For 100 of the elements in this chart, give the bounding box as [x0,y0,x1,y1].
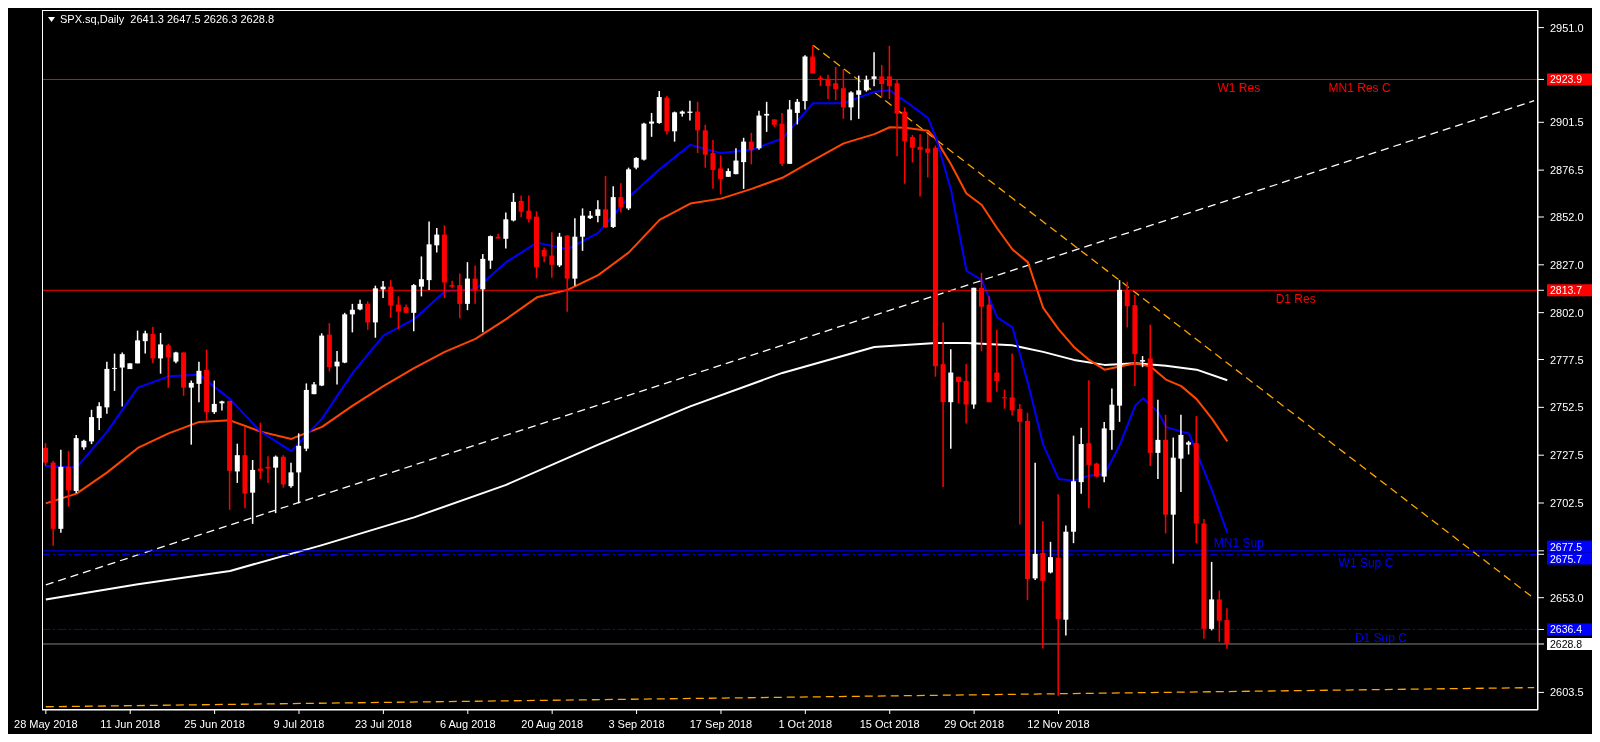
candlestick [733,147,739,175]
x-tick-label: 29 Oct 2018 [944,718,1005,730]
y-tick-label: 2653.0 [1550,591,1584,604]
candlestick [434,227,440,254]
y-tick-label: 2727.5 [1550,449,1584,462]
y-tick-label: 2802.0 [1550,306,1584,319]
candlestick [917,133,923,198]
candlestick [43,442,48,467]
candlestick [718,154,724,196]
candlestick [273,454,279,514]
candlestick [1009,352,1015,417]
candlestick [395,295,401,330]
y-tick-label: 2777.5 [1550,353,1584,366]
candlestick [1001,388,1007,410]
x-tick-label: 11 Jun 2018 [100,718,161,730]
y-tick-label: 2876.5 [1550,164,1584,177]
x-tick-label: 6 Aug 2018 [439,718,496,730]
ref-line-label: W1 Sup C [1338,556,1394,571]
candlestick [710,139,716,190]
candlestick [618,182,624,214]
candlestick [549,231,555,279]
candlestick [158,332,164,375]
candlestick [112,352,118,392]
y-tick-label: 2901.5 [1550,116,1584,129]
candlestick [848,90,854,121]
candlestick [603,175,609,229]
candlestick [1178,414,1184,493]
x-tick-label: 1 Oct 2018 [778,718,833,730]
candlestick [219,400,225,412]
candlestick [1155,398,1161,480]
candlestick [265,455,271,484]
candlestick [96,401,102,431]
candlestick [925,133,931,179]
candlestick [1086,379,1092,509]
y-tick-label: 2752.5 [1550,401,1584,414]
y-tick-label: 2923.9 [1550,73,1583,86]
ref-line-label: D1 Res [1275,292,1316,307]
candlestick [142,329,148,355]
candlestick [66,450,72,508]
candlestick [963,363,969,425]
candlestick [526,194,532,224]
candlestick [418,255,424,298]
chart-title: SPX.sq,Daily 2641.3 2647.5 2626.3 2628.8 [60,13,275,25]
x-tick-label: 17 Sep 2018 [689,718,753,730]
y-tick-label: 2827.0 [1550,258,1584,271]
candlestick [695,101,701,154]
candlestick [365,300,371,331]
y-tick-label: 2636.4 [1550,623,1583,636]
candlestick [794,98,800,126]
candlestick [649,112,655,138]
ref-line-label: MN1 Sup [1213,535,1265,550]
candlestick [503,211,509,250]
y-tick-label: 2628.8 [1550,638,1583,650]
candlestick [211,379,217,415]
candlestick [1048,541,1054,575]
candlestick [741,137,747,190]
candlestick [580,207,586,252]
x-tick-label: 28 May 2018 [14,718,78,730]
x-tick-label: 25 Jun 2018 [184,718,245,730]
y-tick-label: 2675.7 [1550,552,1583,565]
y-tick-label: 2702.5 [1550,497,1584,509]
candlestick [288,461,294,489]
candlestick [119,351,125,408]
x-tick-label: 23 Jul 2018 [354,718,412,730]
candlestick [595,199,601,224]
x-tick-label: 15 Oct 2018 [859,718,920,730]
ref-line-label: W1 Res [1217,81,1261,96]
y-tick-label: 2813.7 [1550,284,1583,297]
y-tick-label: 2677.5 [1550,540,1583,553]
x-tick-label: 20 Aug 2018 [521,718,584,730]
x-tick-label: 9 Jul 2018 [273,718,325,730]
x-tick-label: 12 Nov 2018 [1027,718,1090,730]
annotation: MN1 Res C [1328,81,1391,96]
candlestick [871,51,877,87]
candlestick [955,375,961,404]
y-tick-label: 2951.0 [1550,21,1584,34]
candlestick [1216,589,1222,643]
candlestick [518,194,524,218]
candlestick [135,329,141,365]
candlestick [994,329,1000,393]
candlestick [196,360,202,404]
candlestick [165,342,171,389]
candlestick [510,192,516,223]
y-tick-label: 2603.5 [1550,686,1584,699]
y-tick-label: 2852.0 [1550,211,1584,223]
candlestick [1017,403,1023,526]
candlestick [1224,607,1230,650]
x-tick-label: 3 Sep 2018 [608,718,665,730]
candlestick [909,134,915,164]
candlestick [672,110,678,143]
candlestick [250,459,256,525]
candlestick [856,74,862,120]
candlestick [810,44,816,75]
ref-line-label: D1 Sup C [1354,631,1408,646]
candlestick [764,101,770,133]
candlestick [748,132,754,166]
candlestick [449,279,455,290]
candlestick [257,421,263,480]
candlestick [188,379,194,446]
candlestick [234,442,240,484]
